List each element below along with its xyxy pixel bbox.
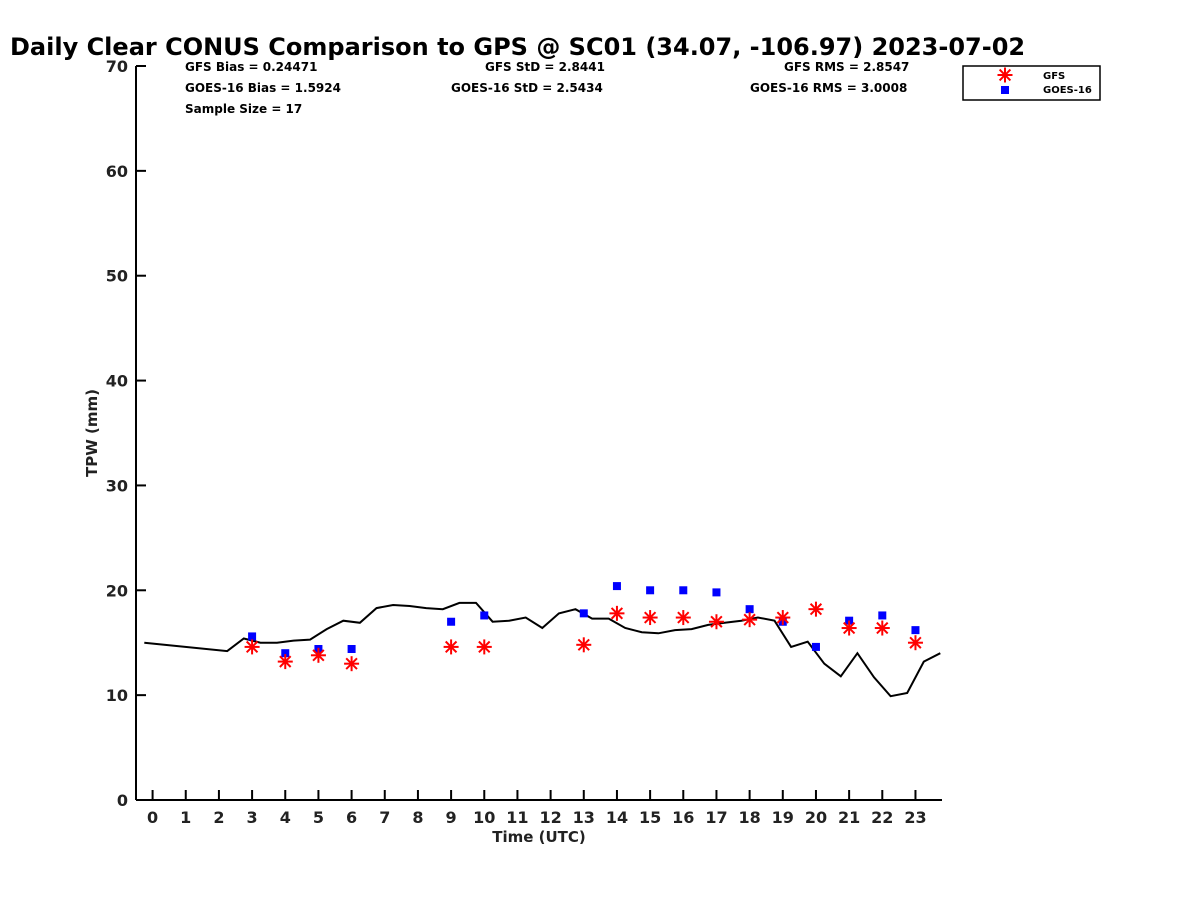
goes16-point [480,611,489,620]
legend-box [962,65,1101,101]
stat-goes-bias: GOES-16 Bias = 1.5924 [185,81,341,95]
x-tick-label: 10 [473,808,495,827]
x-tick-label: 22 [871,808,893,827]
goes16-point [911,626,920,635]
x-axis-ticks: 0 1 2 3 4 5 6 7 8 9 10 11 12 13 14 15 16 17 18 19 20 21 22 23 [147,790,927,827]
goes16-point [248,632,257,641]
stat-gfs-std: GFS StD = 2.8441 [485,60,605,74]
legend-goes16-marker [1001,86,1009,94]
gfs-point [874,620,890,636]
stat-gfs-rms: GFS RMS = 2.8547 [784,60,909,74]
x-tick-label: 11 [506,808,528,827]
gfs-point [775,610,791,626]
x-tick-label: 2 [213,808,224,827]
x-tick-label: 17 [705,808,727,827]
x-tick-label: 20 [805,808,827,827]
stat-sample-size: Sample Size = 17 [185,102,302,116]
gfs-point [344,656,360,672]
gfs-series [244,601,923,672]
x-tick-label: 14 [606,808,628,827]
x-tick-label: 6 [346,808,357,827]
gfs-point [277,654,293,670]
goes16-point [579,609,588,618]
y-tick-label: 60 [106,162,128,181]
gfs-point [841,620,857,636]
gfs-point [609,605,625,621]
x-tick-label: 1 [180,808,191,827]
gfs-point [443,639,459,655]
goes16-point [447,617,456,626]
gfs-point [808,601,824,617]
x-tick-label: 4 [280,808,291,827]
goes16-point [878,611,887,620]
gps-line [144,601,941,698]
goes16-point [612,582,621,591]
goes16-point [745,605,754,614]
legend: GFS GOES-16 [962,65,1101,101]
x-tick-label: 13 [573,808,595,827]
x-tick-label: 23 [904,808,926,827]
goes16-point [347,645,356,654]
stat-gfs-bias: GFS Bias = 0.24471 [185,60,317,74]
gfs-point [675,610,691,626]
y-tick-label: 50 [106,267,128,286]
y-tick-label: 40 [106,372,128,391]
gfs-point [244,639,260,655]
gfs-point [642,610,658,626]
stat-goes-std: GOES-16 StD = 2.5434 [451,81,603,95]
y-axis-ticks: 0 10 20 30 40 50 60 70 [106,57,146,810]
goes16-point [712,588,721,597]
x-tick-label: 0 [147,808,158,827]
stat-goes-rms: GOES-16 RMS = 3.0008 [750,81,907,95]
legend-gfs-asterisk [997,67,1013,83]
y-axis-label: TPW (mm) [83,389,101,477]
gfs-point [576,637,592,653]
x-tick-label: 15 [639,808,661,827]
y-tick-label: 20 [106,581,128,600]
x-tick-label: 8 [412,808,423,827]
legend-gfs-marker [997,67,1013,83]
y-tick-label: 70 [106,57,128,76]
gfs-point [708,614,724,630]
chart-title: Daily Clear CONUS Comparison to GPS @ SC… [10,33,1025,61]
x-tick-label: 12 [539,808,561,827]
y-tick-label: 30 [106,476,128,495]
x-tick-label: 18 [738,808,760,827]
x-tick-label: 21 [838,808,860,827]
x-tick-label: 3 [247,808,258,827]
x-tick-label: 16 [672,808,694,827]
legend-gfs-label: GFS [1043,71,1065,82]
x-tick-label: 19 [772,808,794,827]
gps-line-series [144,601,941,698]
x-tick-label: 5 [313,808,324,827]
gfs-point [742,612,758,628]
goes16-point [679,586,688,595]
goes16-point [646,586,655,595]
legend-goes16-label: GOES-16 [1043,85,1092,96]
gfs-point [907,635,923,651]
y-tick-label: 10 [106,686,128,705]
y-tick-label: 0 [117,791,128,810]
goes16-point [281,649,290,658]
gfs-point [310,647,326,663]
gfs-point [476,639,492,655]
x-axis-label: Time (UTC) [492,828,586,846]
chart-axes [135,66,942,801]
x-tick-label: 9 [446,808,457,827]
goes16-point [811,642,820,651]
x-tick-label: 7 [379,808,390,827]
